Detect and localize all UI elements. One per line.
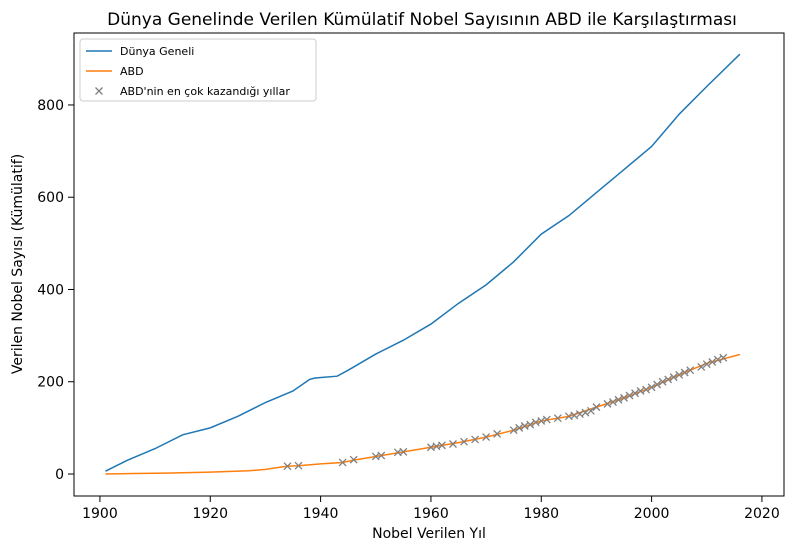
legend-box: [79, 38, 317, 102]
x-axis-label: Nobel Verilen Yıl: [372, 526, 486, 542]
x-marker: [675, 370, 684, 379]
x-marker: [377, 451, 386, 460]
x-marker: [515, 423, 524, 432]
x-marker: [614, 395, 623, 404]
x-marker: [669, 373, 678, 382]
x-marker: [509, 426, 518, 435]
x-marker: [708, 357, 717, 366]
x-marker: [625, 391, 634, 400]
x-marker: [283, 462, 292, 471]
x-marker: [609, 398, 617, 406]
x-marker: [553, 414, 562, 423]
y-tick-label: 600: [37, 190, 64, 206]
legend-swatch: [95, 87, 103, 95]
x-marker: [631, 389, 640, 398]
y-tick-label: 200: [37, 375, 64, 391]
x-marker: [449, 440, 457, 448]
legend-label: Dünya Geneli: [120, 45, 194, 58]
x-marker: [542, 415, 551, 424]
x-marker: [697, 363, 706, 371]
x-marker: [471, 435, 480, 444]
x-marker: [586, 406, 595, 415]
x-marker: [603, 399, 612, 408]
x-marker: [658, 377, 667, 386]
x-tick-label: 2020: [744, 506, 780, 522]
x-marker: [702, 360, 711, 369]
x-marker: [620, 393, 628, 402]
x-marker: [686, 366, 695, 375]
series-line: [105, 353, 741, 475]
x-tick-label: 1960: [413, 506, 449, 522]
x-marker: [399, 447, 408, 456]
series-line: [105, 53, 741, 472]
y-tick-label: 400: [37, 282, 64, 298]
x-tick-label: 1980: [523, 506, 559, 522]
x-marker: [592, 403, 601, 412]
x-marker: [680, 368, 689, 377]
x-marker: [642, 385, 651, 394]
x-marker: [493, 429, 502, 438]
y-axis-label: Verilen Nobel Sayısı (Kümülatif): [10, 154, 26, 374]
x-tick-label: 1940: [303, 506, 339, 522]
y-tick-label: 0: [55, 467, 64, 483]
x-marker: [713, 355, 722, 364]
chart-title: Dünya Genelinde Verilen Kümülatif Nobel …: [107, 10, 737, 30]
x-tick-label: 1920: [192, 506, 228, 522]
x-marker: [338, 458, 347, 467]
x-marker: [581, 408, 590, 417]
x-marker: [526, 420, 535, 429]
x-marker: [719, 353, 728, 362]
x-marker: [664, 375, 673, 384]
x-marker: [653, 380, 662, 389]
legend-label: ABD: [120, 65, 144, 78]
x-marker: [647, 383, 656, 392]
x-tick-label: 1900: [82, 506, 118, 522]
legend-label: ABD'nin en çok kazandığı yıllar: [120, 85, 290, 98]
x-marker: [460, 437, 468, 446]
x-marker: [438, 441, 446, 450]
x-marker: [482, 433, 491, 442]
x-tick-label: 2000: [634, 506, 670, 522]
y-tick-label: 800: [37, 98, 64, 114]
x-marker: [294, 461, 303, 470]
x-marker: [349, 455, 358, 464]
plot-frame: [73, 32, 785, 497]
